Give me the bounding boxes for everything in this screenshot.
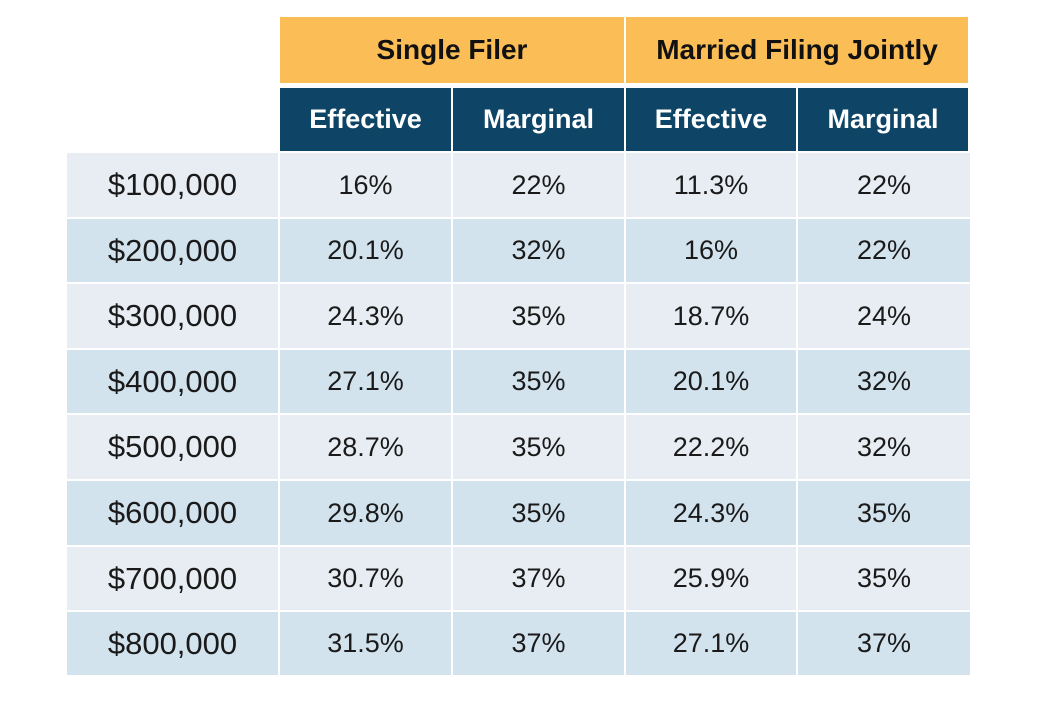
- table-cell: 22%: [798, 219, 970, 282]
- row-label-income: $400,000: [67, 350, 278, 413]
- table-cell: 28.7%: [280, 415, 451, 479]
- table-cell: 35%: [798, 547, 970, 610]
- table-cell: 37%: [798, 612, 970, 675]
- table-cell: 32%: [453, 219, 624, 282]
- table-cell: 16%: [280, 153, 451, 217]
- table-cell: 11.3%: [626, 153, 796, 217]
- table-cell: 22.2%: [626, 415, 796, 479]
- table-cell: 37%: [453, 547, 624, 610]
- column-header-marginal: Marginal: [798, 88, 968, 151]
- column-header-effective: Effective: [280, 88, 451, 151]
- row-label-income: $200,000: [67, 219, 278, 282]
- table-cell: 24.3%: [626, 481, 796, 545]
- table-cell: 31.5%: [280, 612, 451, 675]
- row-label-income: $700,000: [67, 547, 278, 610]
- table-cell: 37%: [453, 612, 624, 675]
- table-cell: 32%: [798, 350, 970, 413]
- table-cell: 22%: [798, 153, 970, 217]
- table-cell: 32%: [798, 415, 970, 479]
- row-label-income: $600,000: [67, 481, 278, 545]
- table-cell: 35%: [453, 350, 624, 413]
- group-header-single-filer: Single Filer: [280, 17, 624, 83]
- table-cell: 35%: [798, 481, 970, 545]
- column-header-marginal: Marginal: [453, 88, 624, 151]
- table-cell: 24%: [798, 284, 970, 348]
- table-cell: 27.1%: [280, 350, 451, 413]
- table-cell: 20.1%: [280, 219, 451, 282]
- table-cell: 35%: [453, 415, 624, 479]
- column-header-effective: Effective: [626, 88, 796, 151]
- row-label-income: $800,000: [67, 612, 278, 675]
- group-header-married-filing-jointly: Married Filing Jointly: [626, 17, 968, 83]
- table-cell: 35%: [453, 481, 624, 545]
- row-label-income: $300,000: [67, 284, 278, 348]
- table-cell: 18.7%: [626, 284, 796, 348]
- table-cell: 25.9%: [626, 547, 796, 610]
- table-cell: 24.3%: [280, 284, 451, 348]
- table-cell: 27.1%: [626, 612, 796, 675]
- table-cell: 20.1%: [626, 350, 796, 413]
- table-cell: 29.8%: [280, 481, 451, 545]
- table-cell: 22%: [453, 153, 624, 217]
- row-label-income: $500,000: [67, 415, 278, 479]
- table-cell: 16%: [626, 219, 796, 282]
- table-cell: 30.7%: [280, 547, 451, 610]
- row-label-income: $100,000: [67, 153, 278, 217]
- table-cell: 35%: [453, 284, 624, 348]
